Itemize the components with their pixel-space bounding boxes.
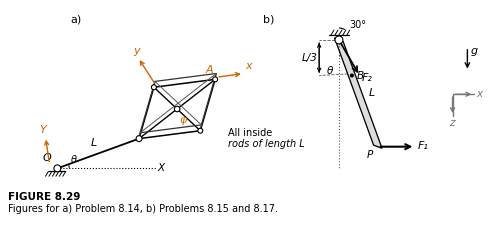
Text: A: A bbox=[206, 65, 213, 75]
Text: a): a) bbox=[70, 14, 82, 24]
Text: FIGURE 8.29: FIGURE 8.29 bbox=[8, 192, 80, 202]
Text: X: X bbox=[157, 163, 164, 173]
Text: rods of length L: rods of length L bbox=[228, 139, 305, 149]
Circle shape bbox=[213, 77, 218, 82]
Circle shape bbox=[136, 136, 142, 142]
Text: g: g bbox=[470, 46, 477, 56]
Text: b): b) bbox=[263, 14, 274, 24]
Text: x: x bbox=[246, 61, 253, 71]
Circle shape bbox=[151, 85, 156, 90]
Text: All inside: All inside bbox=[228, 128, 273, 138]
Text: L/3: L/3 bbox=[301, 53, 317, 63]
Text: Figures for a) Problem 8.14, b) Problems 8.15 and 8.17.: Figures for a) Problem 8.14, b) Problems… bbox=[8, 204, 278, 214]
Text: 30°: 30° bbox=[349, 20, 366, 30]
Circle shape bbox=[198, 128, 203, 133]
Circle shape bbox=[54, 165, 61, 172]
Text: z: z bbox=[449, 118, 454, 128]
Text: φ: φ bbox=[179, 115, 186, 125]
Circle shape bbox=[335, 36, 343, 44]
Text: x: x bbox=[476, 89, 482, 99]
Text: Y: Y bbox=[39, 125, 46, 135]
Polygon shape bbox=[335, 38, 382, 148]
Text: L: L bbox=[368, 88, 374, 98]
Text: y: y bbox=[133, 46, 140, 56]
Text: θ: θ bbox=[71, 155, 77, 165]
Text: B: B bbox=[357, 70, 364, 81]
Text: P: P bbox=[366, 150, 373, 160]
Circle shape bbox=[174, 106, 180, 112]
Text: O: O bbox=[43, 153, 51, 163]
Circle shape bbox=[350, 74, 353, 77]
Text: F₂: F₂ bbox=[362, 73, 372, 83]
Text: F₁: F₁ bbox=[417, 141, 428, 151]
Text: θ: θ bbox=[327, 66, 333, 76]
Text: L: L bbox=[91, 138, 97, 148]
